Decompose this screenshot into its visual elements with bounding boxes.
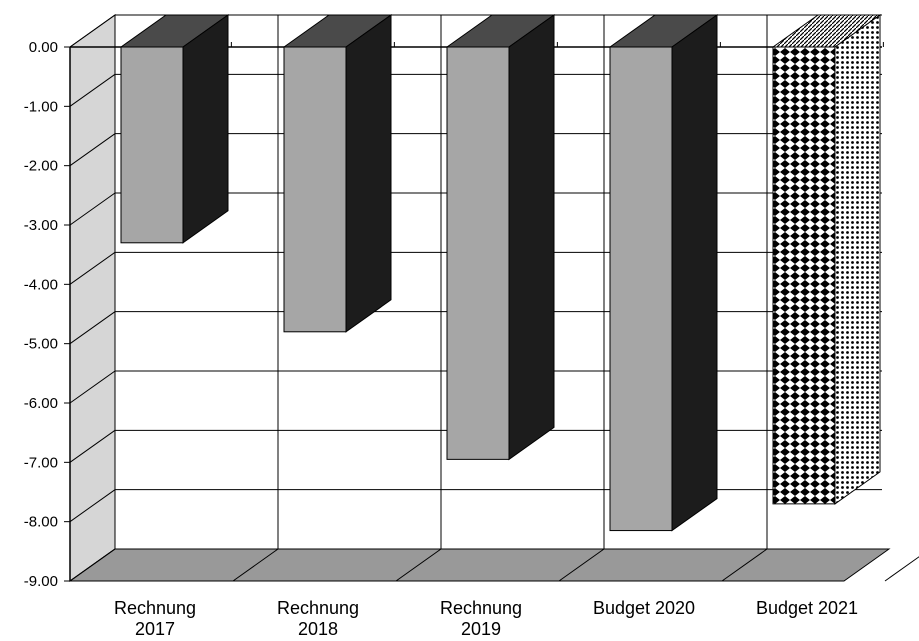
y-tick-label: 0.00 xyxy=(29,39,58,56)
gridline-diagonal xyxy=(69,14,116,48)
bar-side-face xyxy=(834,14,881,505)
category-label: Budget 2020 xyxy=(593,598,695,618)
gridline-diagonal xyxy=(69,311,116,345)
floor-divider xyxy=(232,548,279,582)
y-tick-label: -7.00 xyxy=(24,454,58,471)
category-label: 2018 xyxy=(298,619,338,639)
y-tick-label: -1.00 xyxy=(24,98,58,115)
y-tick-label: -5.00 xyxy=(24,336,58,353)
y-tick-label: -8.00 xyxy=(24,514,58,531)
y-tick-label: -3.00 xyxy=(24,217,58,234)
category-label: 2019 xyxy=(461,619,501,639)
y-tick-label: -6.00 xyxy=(24,395,58,412)
y-tick-label: -4.00 xyxy=(24,276,58,293)
category-label: 2017 xyxy=(135,619,175,639)
bar-side-face xyxy=(345,14,392,333)
floor-divider xyxy=(395,548,442,582)
bar-side-face xyxy=(508,14,555,461)
bar xyxy=(445,14,556,461)
category-label: Budget 2021 xyxy=(756,598,858,618)
gridline-diagonal xyxy=(69,489,116,523)
gridline-diagonal xyxy=(69,429,116,463)
bar xyxy=(119,14,230,244)
gridline-diagonal xyxy=(69,133,116,167)
bar xyxy=(771,14,882,505)
gridline-diagonal xyxy=(69,251,116,285)
y-tick-label: -2.00 xyxy=(24,158,58,175)
bar xyxy=(282,14,393,333)
bars xyxy=(119,14,882,532)
bar xyxy=(608,14,719,532)
floor-divider xyxy=(721,548,768,582)
floor-divider xyxy=(69,548,116,582)
gridline-diagonal xyxy=(69,192,116,226)
gridline-diagonal xyxy=(69,73,116,107)
gridline-diagonal xyxy=(69,370,116,404)
floor-divider xyxy=(884,556,919,582)
bar-side-face xyxy=(671,14,718,532)
bar-front-face xyxy=(120,46,184,244)
y-axis-ticks: 0.00 -1.00 -2.00 -3.00 -4.00 -5.00 -6.00 -7.00 -… xyxy=(24,39,58,590)
bar-front-face xyxy=(609,46,673,532)
bar-front-face xyxy=(283,46,347,333)
floor xyxy=(68,548,891,582)
category-label: Rechnung xyxy=(277,598,359,618)
category-label: Rechnung xyxy=(440,598,522,618)
bar-side-face xyxy=(182,14,229,244)
y-tick-label: -9.00 xyxy=(24,573,58,590)
left-wall xyxy=(69,14,116,582)
x-axis-labels: Rechnung2017Rechnung2018Rechnung2019Budg… xyxy=(114,598,858,639)
bar-front-face xyxy=(446,46,510,460)
category-label: Rechnung xyxy=(114,598,196,618)
bar-front-face xyxy=(772,46,836,505)
floor-divider xyxy=(558,548,605,582)
